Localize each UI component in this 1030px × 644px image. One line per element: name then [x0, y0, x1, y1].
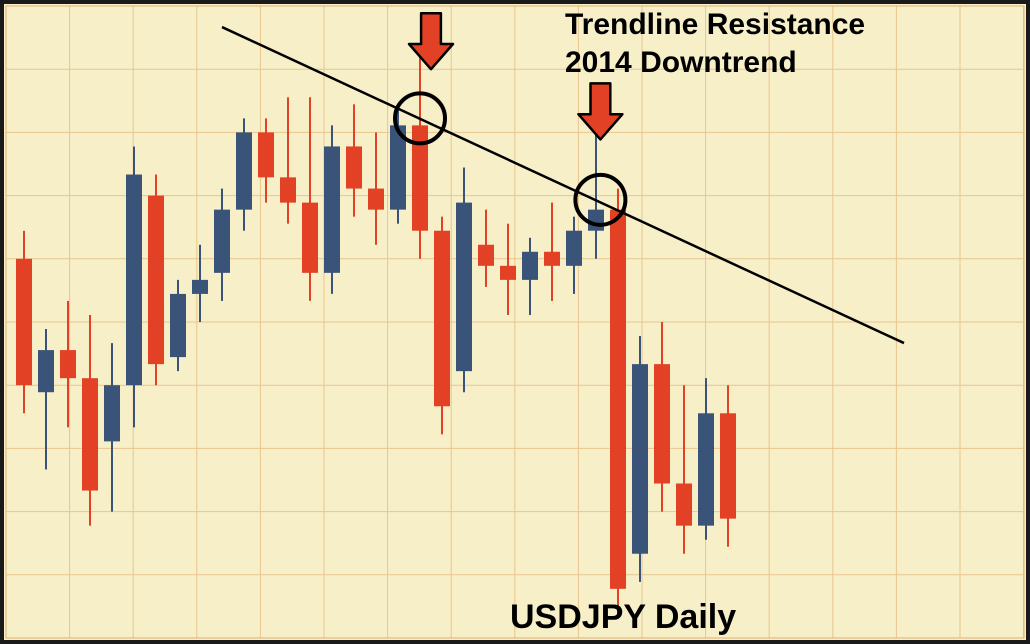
candle-body — [698, 413, 714, 525]
candle-body — [126, 175, 142, 386]
candle-body — [324, 146, 340, 272]
candle-body — [720, 413, 736, 518]
annotation-title-line2: 2014 Downtrend — [565, 46, 797, 79]
chart-svg: Trendline Resistance 2014 Downtrend USDJPY… — [0, 0, 1030, 644]
candle-body — [346, 146, 362, 188]
candle-body — [456, 203, 472, 372]
candle-body — [368, 189, 384, 210]
annotation-title-line1: Trendline Resistance — [565, 8, 865, 41]
candle-body — [610, 210, 626, 589]
candle-body — [192, 280, 208, 294]
candle-body — [588, 210, 604, 231]
candle-body — [676, 484, 692, 526]
candle-body — [478, 245, 494, 266]
candle-body — [16, 259, 32, 385]
candle-body — [280, 177, 296, 202]
candle-body — [544, 252, 560, 266]
candle-body — [104, 385, 120, 441]
candlestick-chart: Trendline Resistance 2014 Downtrend USDJPY… — [0, 0, 1030, 644]
pair-label: USDJPY Daily — [510, 598, 736, 636]
candle-body — [654, 364, 670, 483]
candle-body — [38, 350, 54, 392]
candle-body — [148, 196, 164, 365]
candle-body — [302, 203, 318, 273]
candle-body — [258, 132, 274, 177]
candle-body — [60, 350, 76, 378]
candle-body — [214, 210, 230, 273]
candle-body — [236, 132, 252, 209]
candle-body — [500, 266, 516, 280]
candle-body — [170, 294, 186, 357]
candle-body — [632, 364, 648, 554]
candle-body — [82, 378, 98, 490]
candle-body — [522, 252, 538, 280]
candle-body — [566, 231, 582, 266]
candle-body — [434, 231, 450, 407]
